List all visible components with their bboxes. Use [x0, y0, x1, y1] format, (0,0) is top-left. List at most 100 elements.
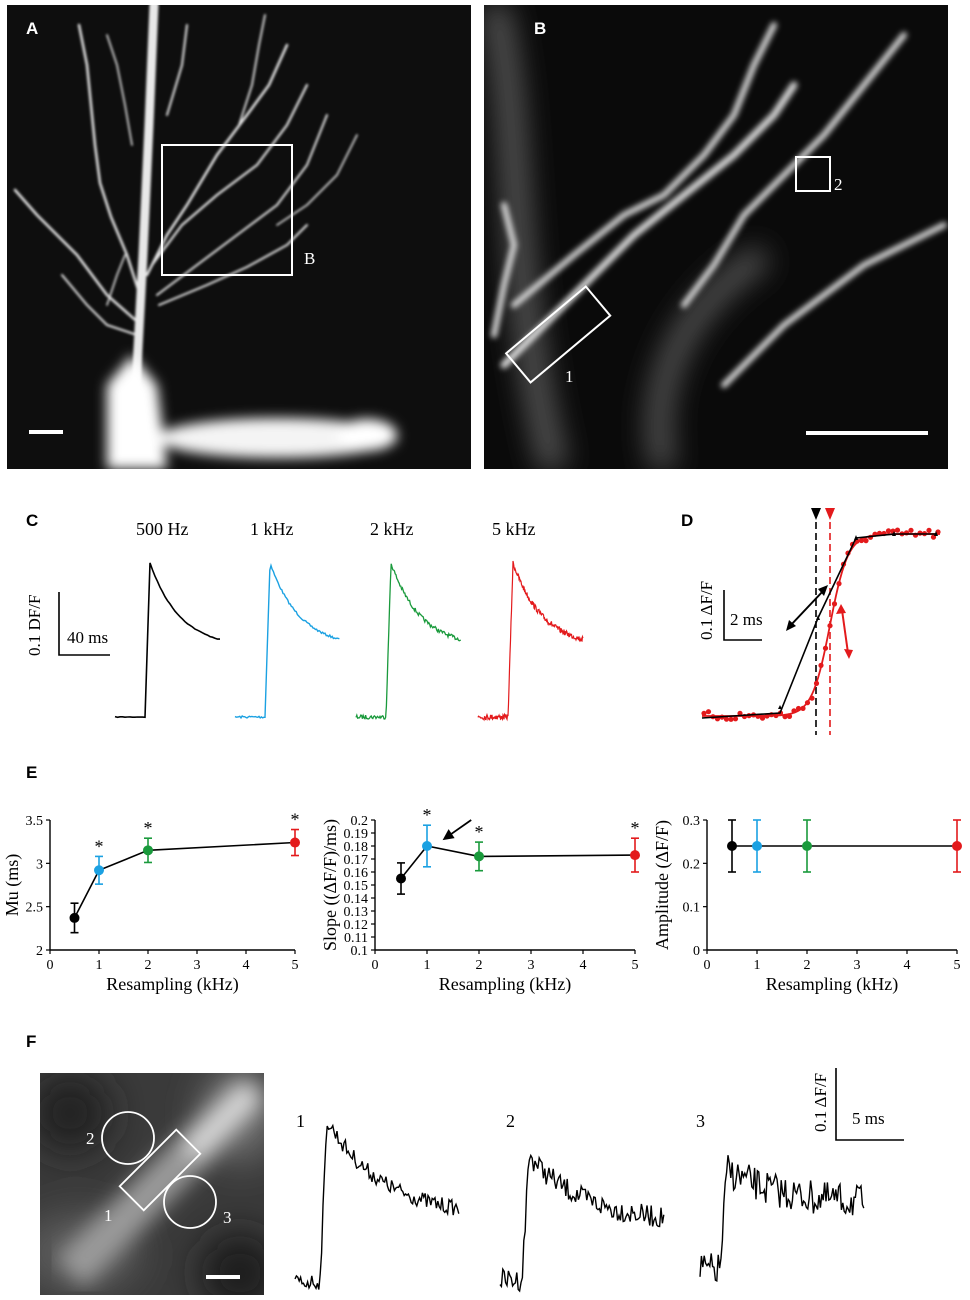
trace-5khz: [477, 560, 584, 722]
scale-x-label-c: 40 ms: [67, 628, 109, 647]
y-axis-label: Amplitude (ΔF/F): [652, 820, 673, 950]
data-point: [396, 873, 406, 884]
y-tick-label: 0.16: [344, 866, 369, 881]
y-tick-label: 0.18: [344, 840, 369, 855]
panel-a-image: [7, 5, 471, 469]
red-sample-point: [917, 530, 923, 536]
neuron-micrograph: [7, 5, 471, 469]
panel-letter-b: B: [534, 19, 547, 38]
scale-y-label-f: 0.1 ΔF/F: [811, 1072, 830, 1132]
x-tick-label: 1: [424, 958, 431, 973]
x-tick-label: 2: [804, 958, 811, 973]
y-tick-label: 2.5: [26, 901, 44, 916]
x-tick-label: 1: [754, 958, 761, 973]
significance-star: *: [423, 805, 432, 825]
x-tick-label: 1: [96, 958, 103, 973]
trace-500hz: [114, 562, 220, 719]
roi-box-b: [161, 144, 293, 276]
y-axis-label: Mu (ms): [2, 854, 23, 917]
roi-square-2: [795, 156, 831, 192]
significance-star: *: [95, 836, 104, 856]
y-tick-label: 0.11: [344, 931, 368, 946]
red-sample-point: [885, 528, 892, 534]
y-tick-label: 0.14: [344, 892, 369, 907]
x-tick-label: 4: [904, 958, 911, 973]
roi-rect-1: [118, 1128, 202, 1212]
roi-circle-2: [101, 1111, 155, 1165]
data-point: [94, 865, 104, 876]
arrow-head: [442, 829, 455, 841]
scale-bar-f: [835, 1068, 904, 1141]
x-tick-label: 4: [243, 958, 250, 973]
roi-label-3: 3: [223, 1208, 232, 1227]
trace-label-2: 2: [506, 1111, 515, 1131]
chart-slope: 0 1 2 3 4 50.10.110.120.130.140.150.160.170.1…: [320, 805, 640, 995]
y-tick-label: 0.1: [351, 944, 369, 959]
y-tick-label: 0.15: [344, 879, 369, 894]
trace-2khz: [355, 563, 462, 720]
data-point: [290, 837, 300, 848]
roi-label-1: 1: [565, 367, 574, 386]
trace-roi-2: [499, 1153, 665, 1293]
series-line: [73, 841, 296, 919]
x-tick-label: 0: [372, 958, 379, 973]
data-point: [952, 841, 962, 851]
scale-bar-c: [58, 592, 110, 656]
data-point: [422, 841, 432, 851]
y-axis-label: Slope ((ΔF/F)/ms): [320, 819, 341, 951]
x-tick-label: 0: [47, 958, 54, 973]
y-tick-label: 3: [36, 857, 43, 872]
x-tick-label: 2: [476, 958, 483, 973]
red-sample-point: [701, 710, 707, 716]
significance-star: *: [144, 818, 153, 838]
panel-f-image: [40, 1073, 264, 1295]
scale-bar-d: [723, 590, 762, 641]
y-tick-label: 0.1: [683, 901, 701, 916]
panel-letter-f: F: [26, 1032, 37, 1051]
x-tick-label: 0: [704, 958, 711, 973]
data-point: [474, 851, 484, 862]
panel-letter-c: C: [26, 511, 39, 530]
y-tick-label: 0.3: [683, 814, 701, 829]
x-tick-label: 5: [954, 958, 961, 973]
scale-x-label-d: 2 ms: [730, 610, 763, 629]
significance-star: *: [291, 810, 300, 830]
panel-letter-a: A: [26, 19, 39, 38]
red-sample-point: [863, 538, 869, 544]
trace-label-1khz: 1 kHz: [250, 519, 294, 539]
y-tick-label: 0.17: [344, 853, 369, 868]
trace-500hz-d: [701, 533, 936, 719]
trace-roi-3: [699, 1155, 865, 1283]
black-sample-markers: [778, 531, 938, 709]
panel-c-traces: [58, 560, 584, 722]
red-sample-point: [723, 716, 730, 722]
significance-star: *: [475, 822, 484, 842]
arrowhead-black: [811, 508, 821, 520]
data-point: [69, 912, 80, 923]
data-point: [143, 845, 153, 856]
roi-label-1: 1: [104, 1206, 113, 1225]
data-point: [727, 841, 737, 851]
red-sample-point: [759, 715, 766, 721]
x-axis-label: Resampling (kHz): [439, 974, 571, 995]
red-sample-point: [890, 528, 896, 534]
data-point: [630, 850, 640, 861]
x-tick-label: 3: [194, 958, 201, 973]
y-tick-label: 3.5: [26, 814, 44, 829]
chart-amplitude: 0 1 2 3 4 5 0 0.1 0.2 0.3 Resampling (kHz) Amplitud…: [652, 814, 962, 995]
x-tick-label: 3: [854, 958, 861, 973]
x-tick-label: 5: [632, 958, 639, 973]
x-tick-label: 3: [528, 958, 535, 973]
data-point: [802, 841, 812, 851]
dendrite-micrograph: [484, 5, 948, 469]
y-tick-label: 2: [36, 944, 43, 959]
panel-letter-d: D: [681, 511, 694, 530]
significance-star: *: [631, 818, 640, 838]
roi-label-2: 2: [834, 175, 843, 194]
chart-mu: 0 1 2 3 4 5 2 2.5 3 3.5 Resampling (kHz) Mu (ms) * * *: [2, 810, 300, 995]
arrowhead-red: [825, 508, 835, 520]
trace-label-3: 3: [696, 1111, 705, 1131]
panel-letter-e: E: [26, 763, 38, 782]
roi-circle-3: [163, 1175, 217, 1229]
x-tick-label: 5: [292, 958, 299, 973]
